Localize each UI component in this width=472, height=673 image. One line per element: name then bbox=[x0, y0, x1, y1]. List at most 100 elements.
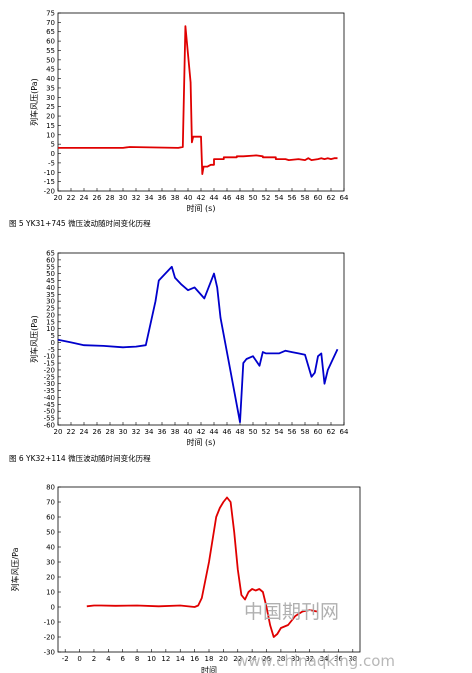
x-tick-label: 26 bbox=[262, 655, 271, 663]
y-tick-label: 40 bbox=[46, 284, 55, 292]
x-tick-label: 6 bbox=[120, 655, 125, 663]
y-tick-label: 70 bbox=[46, 499, 55, 507]
x-tick-label: 26 bbox=[93, 428, 102, 436]
x-tick-label: 50 bbox=[249, 428, 258, 436]
y-tick-label: 40 bbox=[46, 75, 55, 83]
x-tick-label: 56 bbox=[288, 428, 297, 436]
y-tick-label: 25 bbox=[46, 103, 55, 111]
y-tick-label: -35 bbox=[44, 387, 55, 395]
x-axis-label: 时间 (s) bbox=[187, 203, 216, 213]
chart-yk32-114: 20 22 24 26 28 30 32 34 36 38 40 42 44 46 48 50 52 54 56 58… bbox=[29, 250, 349, 448]
chart-pressure-third: -2 0 2 4 6 8 10 12 14 16 18 20 22 24 26 28 30 32 34 36 38-30… bbox=[10, 484, 361, 673]
y-tick-label: 35 bbox=[46, 84, 55, 92]
watermark-url: www.chinaqking.com bbox=[236, 652, 395, 670]
x-tick-label: 24 bbox=[80, 428, 89, 436]
y-tick-label: 20 bbox=[46, 113, 55, 121]
y-tick-label: 30 bbox=[46, 94, 55, 102]
y-tick-label: 25 bbox=[46, 305, 55, 313]
y-tick-label: 0 bbox=[51, 150, 55, 158]
y-tick-label: -55 bbox=[44, 415, 55, 423]
y-tick-label: 10 bbox=[46, 589, 55, 597]
y-tick-label: 70 bbox=[46, 19, 55, 27]
y-axis-label: 列车风压(Pa) bbox=[29, 315, 39, 363]
x-tick-label: 28 bbox=[106, 428, 115, 436]
y-tick-label: 15 bbox=[46, 122, 55, 130]
x-tick-label: 40 bbox=[184, 194, 193, 202]
x-tick-label: 48 bbox=[236, 194, 245, 202]
x-tick-label: 48 bbox=[236, 428, 245, 436]
x-tick-label: 54 bbox=[275, 428, 284, 436]
x-tick-label: 58 bbox=[301, 194, 310, 202]
x-tick-label: 20 bbox=[54, 194, 63, 202]
y-tick-label: 30 bbox=[46, 298, 55, 306]
x-tick-label: 32 bbox=[132, 428, 141, 436]
y-tick-label: 75 bbox=[46, 10, 55, 18]
y-tick-label: 55 bbox=[46, 47, 55, 55]
x-tick-label: 22 bbox=[233, 655, 242, 663]
y-tick-label: -40 bbox=[44, 394, 55, 402]
y-tick-label: 10 bbox=[46, 131, 55, 139]
x-tick-label: 42 bbox=[197, 428, 206, 436]
y-tick-label: -10 bbox=[44, 619, 55, 627]
y-tick-label: 0 bbox=[51, 604, 55, 612]
y-tick-label: -10 bbox=[44, 353, 55, 361]
x-tick-label: 2 bbox=[92, 655, 96, 663]
x-tick-label: 44 bbox=[210, 194, 219, 202]
y-tick-label: 45 bbox=[46, 66, 55, 74]
y-tick-label: -20 bbox=[44, 634, 55, 642]
y-tick-label: -50 bbox=[44, 408, 55, 416]
x-tick-label: 32 bbox=[132, 194, 141, 202]
x-tick-label: 38 bbox=[171, 428, 180, 436]
series-line bbox=[58, 25, 338, 175]
x-tick-label: 36 bbox=[158, 428, 167, 436]
x-tick-label: 22 bbox=[67, 428, 76, 436]
y-tick-label: -30 bbox=[44, 649, 55, 657]
figure-5-caption: 图 5 YK31+745 微压波动随时间变化历程 bbox=[9, 218, 151, 228]
y-tick-label: 60 bbox=[46, 256, 55, 264]
y-tick-label: 10 bbox=[46, 325, 55, 333]
x-axis-label: 时间 (s) bbox=[187, 437, 216, 447]
x-tick-label: 20 bbox=[219, 655, 228, 663]
y-tick-label: -10 bbox=[44, 169, 55, 177]
y-tick-label: 50 bbox=[46, 270, 55, 278]
x-tick-label: 16 bbox=[190, 655, 199, 663]
y-tick-label: 20 bbox=[46, 311, 55, 319]
x-tick-label: 38 bbox=[348, 655, 357, 663]
x-tick-label: 52 bbox=[262, 194, 271, 202]
y-tick-label: 55 bbox=[46, 263, 55, 271]
x-tick-label: 34 bbox=[320, 655, 329, 663]
y-tick-label: 5 bbox=[51, 332, 55, 340]
x-tick-label: 34 bbox=[145, 194, 154, 202]
x-tick-label: 50 bbox=[249, 194, 258, 202]
y-tick-label: 30 bbox=[46, 559, 55, 567]
plot-frame bbox=[57, 12, 345, 192]
y-axis-label: 列车风压(Pa) bbox=[29, 78, 39, 126]
y-tick-label: -30 bbox=[44, 380, 55, 388]
y-tick-label: 45 bbox=[46, 277, 55, 285]
x-tick-label: 26 bbox=[93, 194, 102, 202]
x-tick-label: -2 bbox=[62, 655, 69, 663]
x-tick-label: 8 bbox=[135, 655, 139, 663]
y-tick-label: 35 bbox=[46, 291, 55, 299]
y-tick-label: 5 bbox=[51, 141, 55, 149]
x-tick-label: 0 bbox=[77, 655, 81, 663]
x-tick-label: 24 bbox=[80, 194, 89, 202]
y-tick-label: -60 bbox=[44, 422, 55, 430]
y-tick-label: 0 bbox=[51, 339, 55, 347]
x-tick-label: 28 bbox=[106, 194, 115, 202]
x-tick-label: 34 bbox=[145, 428, 154, 436]
y-tick-label: -5 bbox=[48, 346, 55, 354]
x-tick-label: 36 bbox=[334, 655, 343, 663]
x-tick-label: 30 bbox=[119, 194, 128, 202]
x-tick-label: 4 bbox=[106, 655, 111, 663]
watermark-cn: 中国期刊网 bbox=[244, 601, 339, 623]
x-tick-label: 60 bbox=[314, 428, 323, 436]
x-tick-label: 56 bbox=[288, 194, 297, 202]
x-tick-label: 46 bbox=[223, 428, 232, 436]
y-tick-label: 20 bbox=[46, 574, 55, 582]
y-tick-label: 65 bbox=[46, 250, 55, 258]
x-tick-label: 44 bbox=[210, 428, 219, 436]
y-tick-label: -20 bbox=[44, 188, 55, 196]
y-tick-label: -20 bbox=[44, 366, 55, 374]
series-line bbox=[57, 265, 339, 424]
